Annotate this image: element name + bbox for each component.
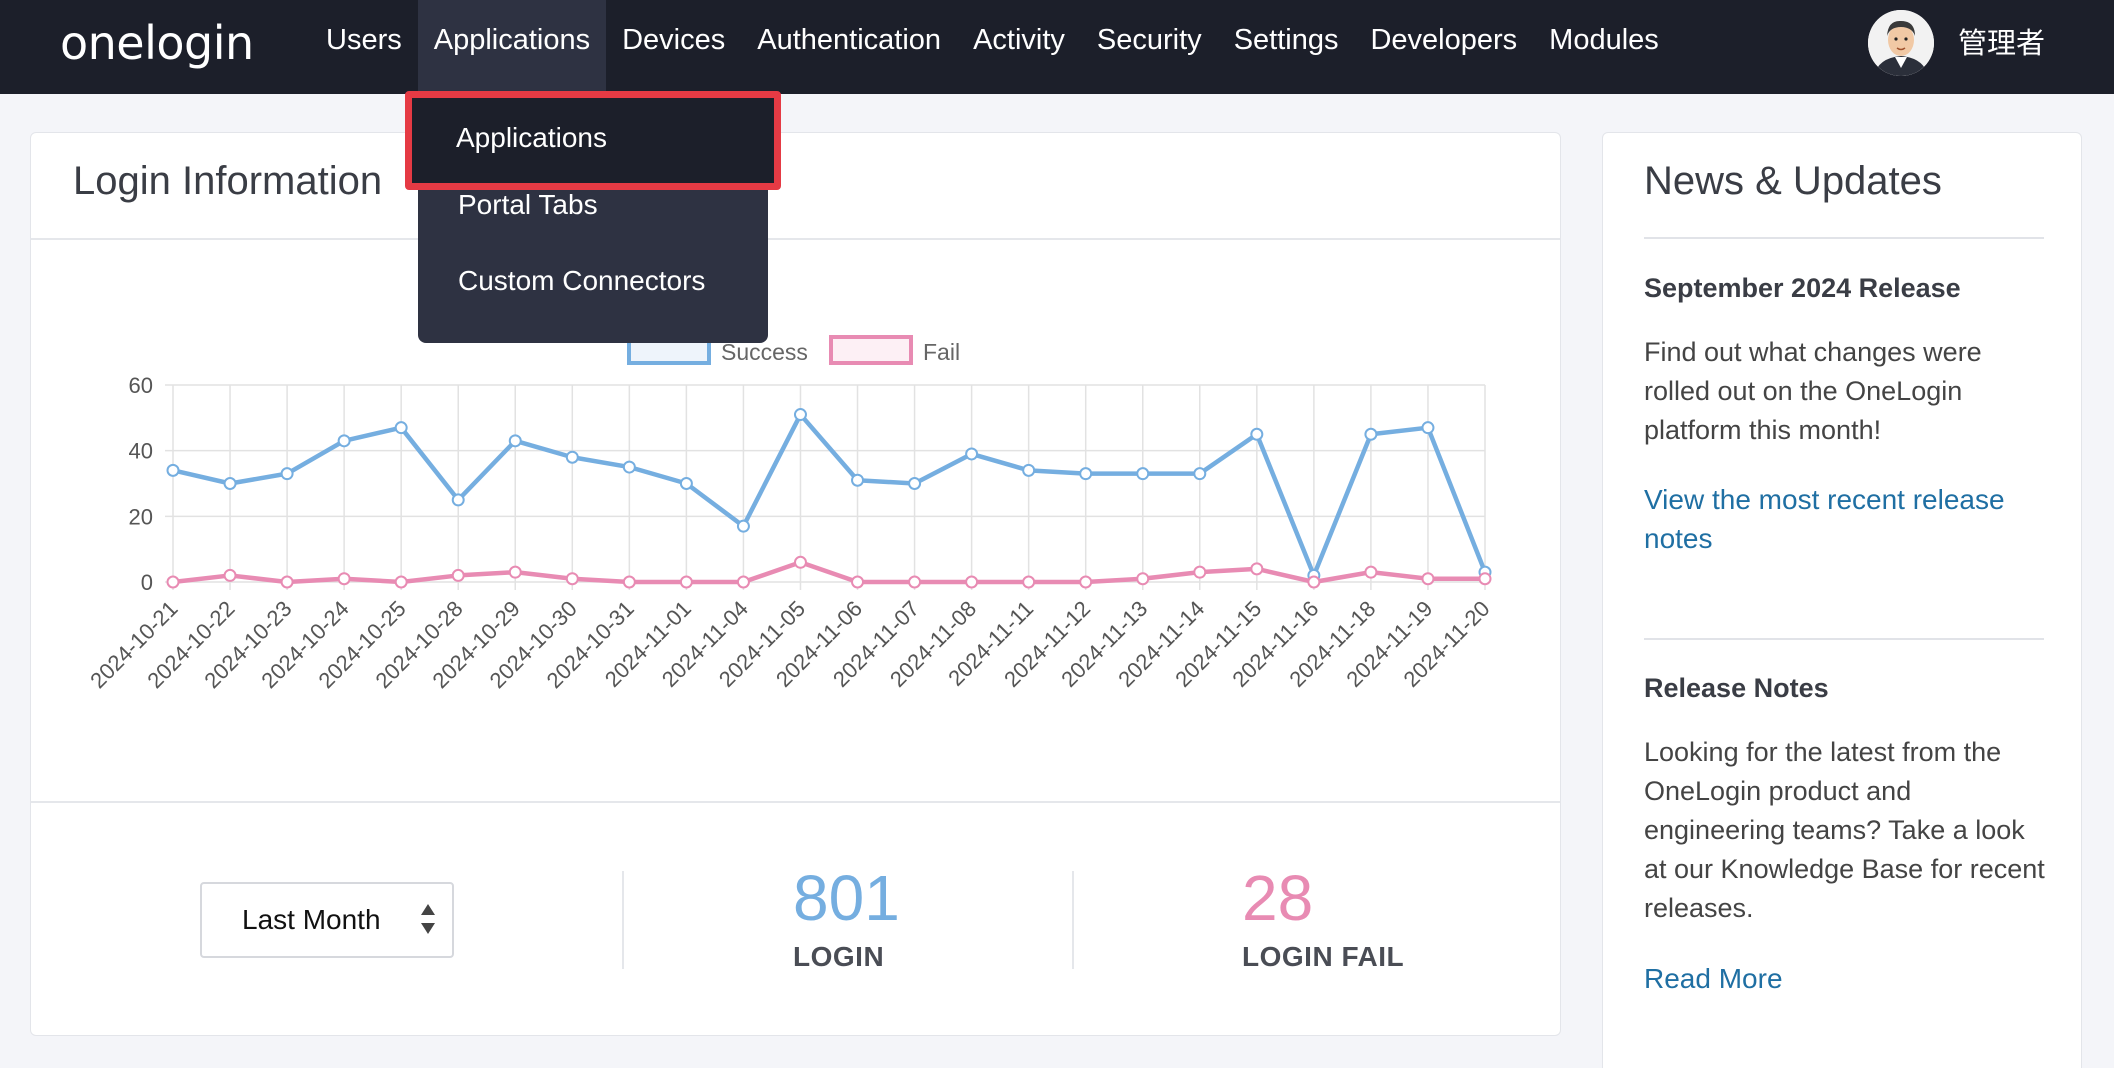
data-point-fail	[1364, 565, 1378, 579]
user-name[interactable]: 管理者	[1958, 28, 2046, 60]
dropdown-item-portal-tabs[interactable]: Portal Tabs	[458, 189, 598, 220]
login-information-card: Login Information 0 20 40 60 2024-10-21 2024-…	[30, 132, 1561, 1036]
dropdown-item-applications[interactable]: Applications	[456, 122, 607, 153]
nav-item-activity[interactable]: Activity	[973, 24, 1065, 56]
top-navigation-bar: onelogin Users Applications Devices Auth…	[0, 0, 2114, 94]
data-point-success	[1364, 427, 1378, 441]
data-point-success	[394, 421, 408, 435]
nav-item-developers[interactable]: Developers	[1370, 24, 1518, 56]
y-tick-label: 60	[129, 373, 153, 398]
nav-item-modules[interactable]: Modules	[1549, 24, 1659, 56]
news-updates-panel: News & Updates September 2024 Release Fi…	[1602, 132, 2082, 1068]
data-point-fail	[1307, 575, 1321, 589]
login-label: LOGIN	[793, 941, 885, 972]
legend-label: Success	[721, 339, 808, 365]
login-chart: 02040602024-10-212024-10-222024-10-23202…	[85, 335, 1495, 693]
nav-item-authentication[interactable]: Authentication	[757, 24, 942, 56]
data-point-fail	[1022, 575, 1036, 589]
release-notes-link[interactable]: View the most recent release notes	[1644, 484, 2005, 554]
data-point-success	[908, 477, 922, 490]
data-point-success	[736, 519, 750, 533]
data-point-fail	[1193, 565, 1207, 579]
card-header-divider	[31, 238, 1560, 240]
nav-item-settings[interactable]: Settings	[1233, 24, 1339, 56]
data-point-fail	[793, 555, 807, 569]
data-point-success	[1421, 421, 1435, 435]
data-point-fail	[508, 565, 522, 579]
data-point-fail	[223, 568, 237, 582]
news-item-title: Release Notes	[1644, 673, 1829, 703]
data-point-fail	[1250, 562, 1264, 576]
nav-item-security[interactable]: Security	[1096, 24, 1202, 56]
legend-label: Fail	[923, 339, 960, 365]
login-count: 801	[793, 862, 900, 934]
news-divider	[1644, 237, 2044, 239]
series-line-success	[172, 412, 1488, 578]
dropdown-item-custom-connectors[interactable]: Custom Connectors	[458, 265, 706, 296]
period-select-value: Last Month	[242, 904, 381, 935]
data-point-success	[1250, 427, 1264, 441]
data-point-success	[851, 473, 865, 487]
data-point-fail	[166, 575, 180, 589]
nav-item-users[interactable]: Users	[326, 24, 402, 56]
data-point-success	[166, 463, 180, 477]
y-tick-label: 0	[141, 570, 153, 595]
legend-swatch	[829, 335, 913, 365]
data-point-success	[965, 447, 979, 461]
data-point-success	[223, 477, 237, 490]
news-item-body: Looking for the latest from the OneLogin…	[1644, 737, 2045, 923]
data-point-success	[1136, 467, 1150, 481]
data-point-success	[508, 434, 522, 448]
y-tick-label: 40	[129, 439, 153, 464]
data-point-success	[280, 467, 294, 481]
news-item-title: September 2024 Release	[1644, 273, 1961, 303]
user-avatar-icon	[1868, 10, 1934, 76]
news-divider	[1644, 638, 2044, 640]
onelogin-logo[interactable]: onelogin	[60, 16, 254, 70]
series-line-fail	[172, 560, 1485, 585]
data-point-fail	[565, 572, 579, 586]
stat-divider	[622, 871, 624, 969]
data-point-fail	[965, 575, 979, 589]
data-point-fail	[451, 568, 465, 582]
data-point-fail	[1421, 572, 1435, 586]
login-fail-count: 28	[1242, 862, 1314, 934]
data-point-success	[793, 408, 807, 422]
dropdown-item-applications-highlight[interactable]: Applications	[405, 91, 781, 190]
data-point-success	[622, 460, 636, 474]
data-point-fail	[337, 572, 351, 586]
main-nav: Users Applications Devices Authenticatio…	[310, 0, 1675, 94]
card-title: Login Information	[73, 159, 383, 203]
select-arrows-icon	[421, 904, 435, 934]
nav-item-devices[interactable]: Devices	[622, 24, 726, 56]
period-select[interactable]: Last Month	[200, 882, 454, 958]
y-tick-label: 20	[129, 504, 153, 529]
data-point-success	[1079, 467, 1093, 481]
data-point-fail	[1079, 575, 1093, 589]
read-more-link[interactable]: Read More	[1644, 963, 1783, 994]
nav-item-applications[interactable]: Applications	[417, 0, 607, 94]
data-point-fail	[622, 575, 636, 589]
news-title: News & Updates	[1644, 159, 1942, 203]
data-point-success	[1022, 463, 1036, 477]
data-point-fail	[394, 575, 408, 589]
card-footer-divider	[31, 801, 1560, 803]
data-point-success	[337, 434, 351, 448]
data-point-fail	[679, 575, 693, 589]
data-point-success	[679, 477, 693, 490]
data-point-fail	[851, 575, 865, 589]
data-point-fail	[736, 575, 750, 589]
data-point-fail	[280, 575, 294, 589]
stat-divider	[1072, 871, 1074, 969]
data-point-success	[1193, 467, 1207, 481]
data-point-fail	[908, 575, 922, 589]
user-avatar[interactable]	[1868, 10, 1934, 76]
data-point-success	[451, 493, 465, 507]
data-point-fail	[1136, 572, 1150, 586]
data-point-success	[565, 450, 579, 464]
news-item-body: Find out what changes were rolled out on…	[1644, 337, 1982, 445]
data-point-fail	[1478, 572, 1492, 586]
login-fail-label: LOGIN FAIL	[1242, 941, 1405, 972]
